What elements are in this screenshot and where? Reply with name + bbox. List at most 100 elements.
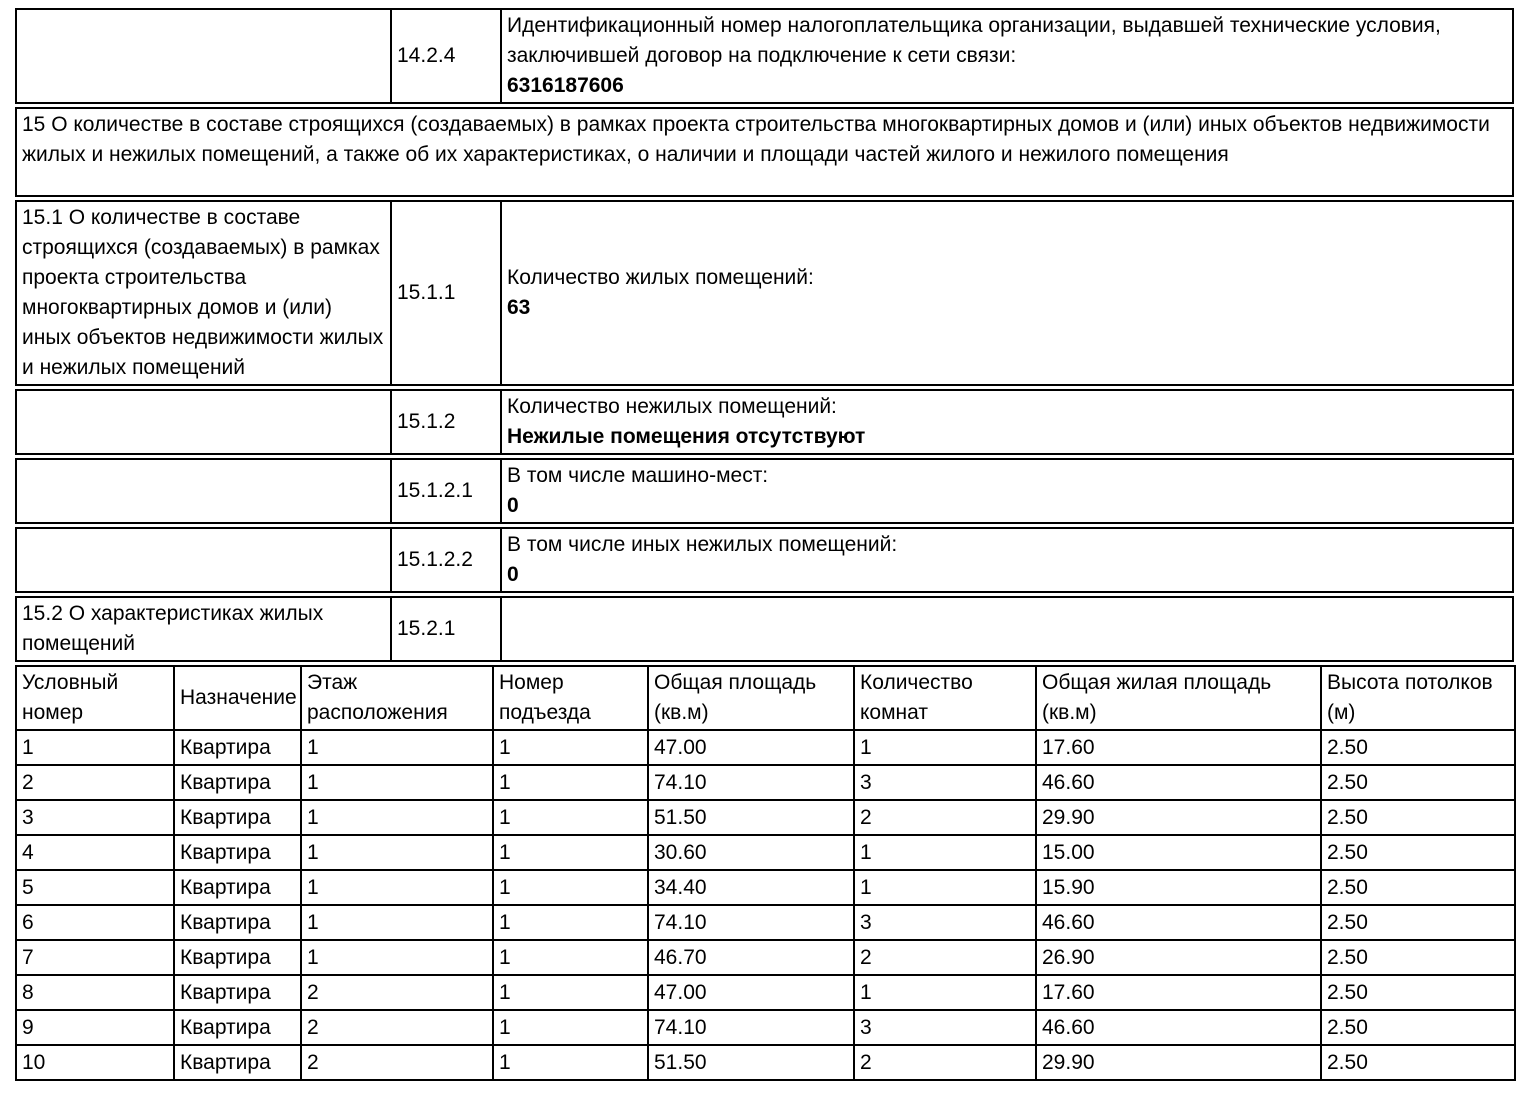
cell-rooms: 1 <box>853 834 1037 871</box>
cell-ceiling-height: 2.50 <box>1320 799 1516 836</box>
cell-floor: 1 <box>300 764 494 801</box>
field-cell: Идентификационный номер налогоплательщик… <box>502 10 1512 102</box>
col-header-ceiling-height: Высота потолков (м) <box>1320 665 1516 731</box>
row-14-2-4: 14.2.4 Идентификационный номер налогопла… <box>15 8 1514 104</box>
section-15-title: 15 О количестве в составе строящихся (со… <box>22 113 1490 166</box>
field-value: 0 <box>507 563 519 586</box>
cell-total-area: 30.60 <box>647 834 855 871</box>
cell-entrance: 1 <box>492 869 649 906</box>
declaration-document: 14.2.4 Идентификационный номер налогопла… <box>15 8 1516 1081</box>
cell-entrance: 1 <box>492 904 649 941</box>
cell-unit-number: 2 <box>15 764 175 801</box>
row-15-1-2: 15.1.2 Количество нежилых помещений: Неж… <box>15 389 1514 455</box>
section-description-cell: 15.1 О количестве в составе строящихся (… <box>17 202 392 384</box>
cell-ceiling-height: 2.50 <box>1320 939 1516 976</box>
cell-rooms: 1 <box>853 869 1037 906</box>
cell-total-area: 51.50 <box>647 1044 855 1081</box>
field-label: Идентификационный номер налогоплательщик… <box>507 14 1441 67</box>
item-number-15-1-2-2: 15.1.2.2 <box>392 529 502 591</box>
table-row: 5 Квартира 1 1 34.40 1 15.90 2.50 <box>15 869 1516 906</box>
cell-purpose: Квартира <box>173 1044 302 1081</box>
cell-rooms: 1 <box>853 974 1037 1011</box>
col-header-floor: Этаж расположения <box>300 665 494 731</box>
cell-floor: 1 <box>300 939 494 976</box>
col-header-entrance: Номер подъезда <box>492 665 649 731</box>
cell-living-area: 15.00 <box>1035 834 1322 871</box>
field-label: Количество нежилых помещений: <box>507 395 837 418</box>
cell-living-area: 17.60 <box>1035 974 1322 1011</box>
field-cell: Количество нежилых помещений: Нежилые по… <box>502 391 1512 453</box>
cell-rooms: 2 <box>853 799 1037 836</box>
cell-living-area: 29.90 <box>1035 799 1322 836</box>
table-row: 7 Квартира 1 1 46.70 2 26.90 2.50 <box>15 939 1516 976</box>
cell-living-area: 46.60 <box>1035 764 1322 801</box>
cell-living-area: 17.60 <box>1035 729 1322 766</box>
cell-unit-number: 8 <box>15 974 175 1011</box>
cell-purpose: Квартира <box>173 834 302 871</box>
col-header-rooms: Количество комнат <box>853 665 1037 731</box>
cell-entrance: 1 <box>492 764 649 801</box>
field-value: Нежилые помещения отсутствуют <box>507 425 866 448</box>
table-row: 4 Квартира 1 1 30.60 1 15.00 2.50 <box>15 834 1516 871</box>
row-15-1-1: 15.1 О количестве в составе строящихся (… <box>15 200 1514 386</box>
section-description-cell: 15.2 О характеристиках жилых помещений <box>17 598 392 660</box>
table-row: 2 Квартира 1 1 74.10 3 46.60 2.50 <box>15 764 1516 801</box>
cell-rooms: 1 <box>853 729 1037 766</box>
cell-floor: 2 <box>300 974 494 1011</box>
cell-floor: 1 <box>300 834 494 871</box>
cell-ceiling-height: 2.50 <box>1320 834 1516 871</box>
cell-unit-number: 1 <box>15 729 175 766</box>
cell-ceiling-height: 2.50 <box>1320 974 1516 1011</box>
cell-ceiling-height: 2.50 <box>1320 869 1516 906</box>
field-cell: В том числе машино-мест: 0 <box>502 460 1512 522</box>
cell-purpose: Квартира <box>173 974 302 1011</box>
cell-rooms: 2 <box>853 1044 1037 1081</box>
item-number-15-1-2-1: 15.1.2.1 <box>392 460 502 522</box>
cell-ceiling-height: 2.50 <box>1320 729 1516 766</box>
section-description-cell-empty <box>17 460 392 522</box>
cell-purpose: Квартира <box>173 729 302 766</box>
cell-total-area: 74.10 <box>647 1009 855 1046</box>
cell-entrance: 1 <box>492 1044 649 1081</box>
cell-living-area: 46.60 <box>1035 904 1322 941</box>
table-header-row: Условный номер Назначение Этаж расположе… <box>15 665 1516 731</box>
cell-ceiling-height: 2.50 <box>1320 1009 1516 1046</box>
cell-total-area: 47.00 <box>647 729 855 766</box>
field-value: 63 <box>507 296 531 319</box>
cell-floor: 2 <box>300 1009 494 1046</box>
cell-purpose: Квартира <box>173 799 302 836</box>
cell-floor: 2 <box>300 1044 494 1081</box>
section-description-cell-empty <box>17 529 392 591</box>
cell-living-area: 46.60 <box>1035 1009 1322 1046</box>
field-value: 6316187606 <box>507 74 624 97</box>
cell-ceiling-height: 2.50 <box>1320 1044 1516 1081</box>
cell-entrance: 1 <box>492 729 649 766</box>
field-value: 0 <box>507 494 519 517</box>
section-description-cell-empty <box>17 10 392 102</box>
cell-living-area: 26.90 <box>1035 939 1322 976</box>
cell-living-area: 29.90 <box>1035 1044 1322 1081</box>
cell-total-area: 34.40 <box>647 869 855 906</box>
table-row: 6 Квартира 1 1 74.10 3 46.60 2.50 <box>15 904 1516 941</box>
cell-ceiling-height: 2.50 <box>1320 904 1516 941</box>
col-header-unit-number: Условный номер <box>15 665 175 731</box>
item-number-15-2-1: 15.2.1 <box>392 598 502 660</box>
cell-purpose: Квартира <box>173 904 302 941</box>
cell-rooms: 2 <box>853 939 1037 976</box>
cell-living-area: 15.90 <box>1035 869 1322 906</box>
item-number-14-2-4: 14.2.4 <box>392 10 502 102</box>
cell-total-area: 74.10 <box>647 764 855 801</box>
cell-unit-number: 7 <box>15 939 175 976</box>
item-number-15-1-1: 15.1.1 <box>392 202 502 384</box>
cell-floor: 1 <box>300 729 494 766</box>
cell-rooms: 3 <box>853 904 1037 941</box>
cell-unit-number: 5 <box>15 869 175 906</box>
cell-unit-number: 6 <box>15 904 175 941</box>
cell-total-area: 51.50 <box>647 799 855 836</box>
table-row: 8 Квартира 2 1 47.00 1 17.60 2.50 <box>15 974 1516 1011</box>
cell-purpose: Квартира <box>173 764 302 801</box>
field-cell-empty <box>502 598 1512 660</box>
table-row: 9 Квартира 2 1 74.10 3 46.60 2.50 <box>15 1009 1516 1046</box>
field-label: Количество жилых помещений: <box>507 266 814 289</box>
cell-entrance: 1 <box>492 834 649 871</box>
